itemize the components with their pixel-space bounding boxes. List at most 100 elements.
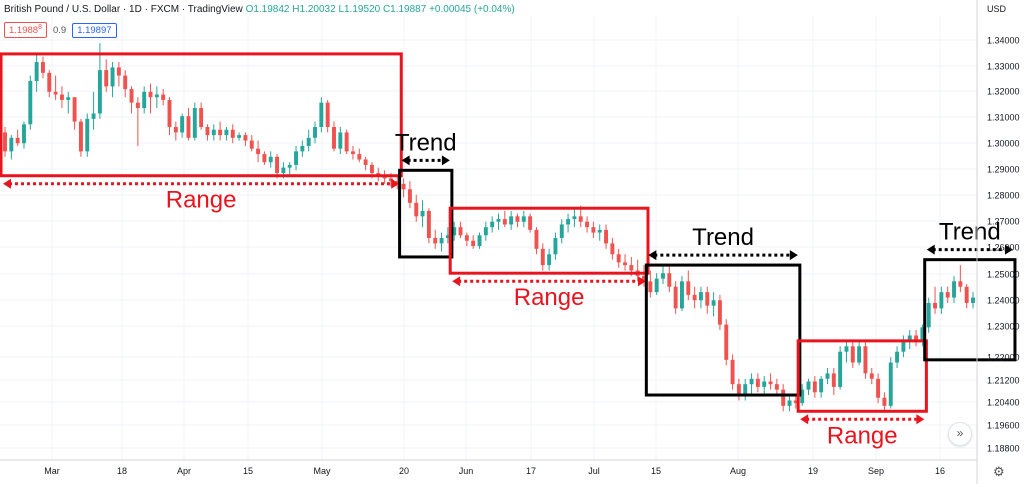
candle	[648, 270, 653, 298]
x-tick-label: 15	[243, 466, 253, 476]
candle	[812, 376, 817, 398]
scroll-to-realtime-button[interactable]: »	[948, 422, 972, 446]
candle	[186, 108, 191, 141]
y-tick-label: 1.26000	[987, 243, 1020, 253]
trend-box	[398, 168, 454, 259]
candle	[743, 378, 748, 401]
candle	[325, 99, 330, 133]
trend-label: Trend	[692, 224, 754, 251]
candle	[926, 297, 931, 333]
arrow-head-left	[800, 414, 809, 425]
y-tick-label: 1.25000	[987, 270, 1020, 280]
candle	[78, 118, 83, 157]
y-tick-label: 1.20400	[987, 398, 1020, 408]
range-annotation: Range	[796, 339, 928, 449]
trend-annotation: Trend	[395, 129, 457, 259]
settings-gear-icon[interactable]: ⚙	[993, 464, 1005, 479]
candle	[553, 232, 558, 260]
candle	[458, 221, 463, 238]
x-tick-label: 19	[808, 466, 818, 476]
candle	[249, 135, 254, 152]
candle	[667, 265, 672, 293]
candle	[401, 178, 406, 198]
candle	[59, 86, 64, 109]
symbol-title[interactable]: British Pound / U.S. Dollar · 1D · FXCM …	[4, 4, 243, 15]
candle	[142, 86, 147, 114]
y-tick-label: 1.31000	[987, 113, 1020, 123]
candle	[357, 148, 362, 163]
range-label: Range	[827, 422, 898, 449]
candle	[199, 102, 204, 130]
arrow-head-right	[441, 155, 450, 166]
candle	[572, 208, 577, 228]
candle	[477, 232, 482, 249]
candle	[110, 62, 115, 98]
candle	[173, 121, 178, 141]
candle	[218, 121, 223, 141]
candle	[129, 86, 134, 114]
y-tick-label: 1.21200	[987, 376, 1020, 386]
candle	[831, 367, 836, 396]
sell-button[interactable]: 1.19888	[4, 22, 47, 39]
candle	[844, 340, 849, 363]
candle	[3, 127, 7, 157]
candle	[161, 89, 166, 106]
candle	[395, 175, 400, 190]
candle	[521, 210, 526, 228]
candle	[958, 265, 963, 293]
candle	[971, 292, 975, 309]
x-tick-label: 15	[651, 466, 661, 476]
candle	[369, 162, 374, 179]
candle	[857, 340, 862, 366]
candle	[483, 221, 488, 241]
ohlc-high: H1.20032	[292, 4, 336, 15]
arrow-head-left	[401, 155, 410, 166]
candle	[256, 140, 261, 163]
candle	[578, 205, 583, 228]
candle	[275, 154, 280, 179]
x-tick-label: Jun	[459, 466, 474, 476]
candle	[313, 121, 317, 144]
range-box	[796, 339, 928, 413]
candle	[262, 151, 267, 165]
arrow-head-right	[916, 414, 925, 425]
candle	[825, 367, 830, 385]
candle	[243, 132, 248, 146]
candle	[496, 213, 501, 230]
candle	[287, 162, 292, 176]
buy-button[interactable]: 1.19897	[72, 22, 117, 38]
candle	[724, 319, 729, 366]
x-tick-label: Sep	[868, 466, 884, 476]
candle	[806, 378, 811, 396]
candle	[730, 354, 735, 390]
candle	[585, 216, 590, 233]
candle	[945, 286, 950, 303]
candle	[426, 208, 431, 244]
trend-box	[644, 263, 802, 397]
y-tick-label: 1.29000	[987, 165, 1020, 175]
range-box	[448, 206, 650, 275]
candle	[673, 281, 678, 314]
candle	[705, 286, 710, 314]
currency-label[interactable]: USD	[986, 4, 1006, 14]
candle	[787, 395, 792, 412]
candle	[351, 145, 355, 160]
y-tick-label: 1.34000	[987, 36, 1020, 46]
candle	[237, 132, 242, 141]
candle	[104, 59, 109, 92]
y-tick-label: 1.22000	[987, 353, 1020, 363]
candle	[319, 97, 324, 133]
ohlc-change: +0.00045 (+0.04%)	[429, 4, 515, 15]
candle	[933, 286, 938, 314]
x-tick-label: 20	[399, 466, 409, 476]
x-tick-label: Jul	[588, 466, 600, 476]
x-tick-label: Aug	[730, 466, 746, 476]
candle	[34, 53, 39, 92]
candle	[762, 376, 767, 396]
candle	[192, 102, 197, 141]
candle	[66, 91, 71, 114]
spread-value: 0.9	[52, 24, 67, 36]
trend-label: Trend	[395, 129, 457, 156]
candle	[205, 124, 210, 141]
